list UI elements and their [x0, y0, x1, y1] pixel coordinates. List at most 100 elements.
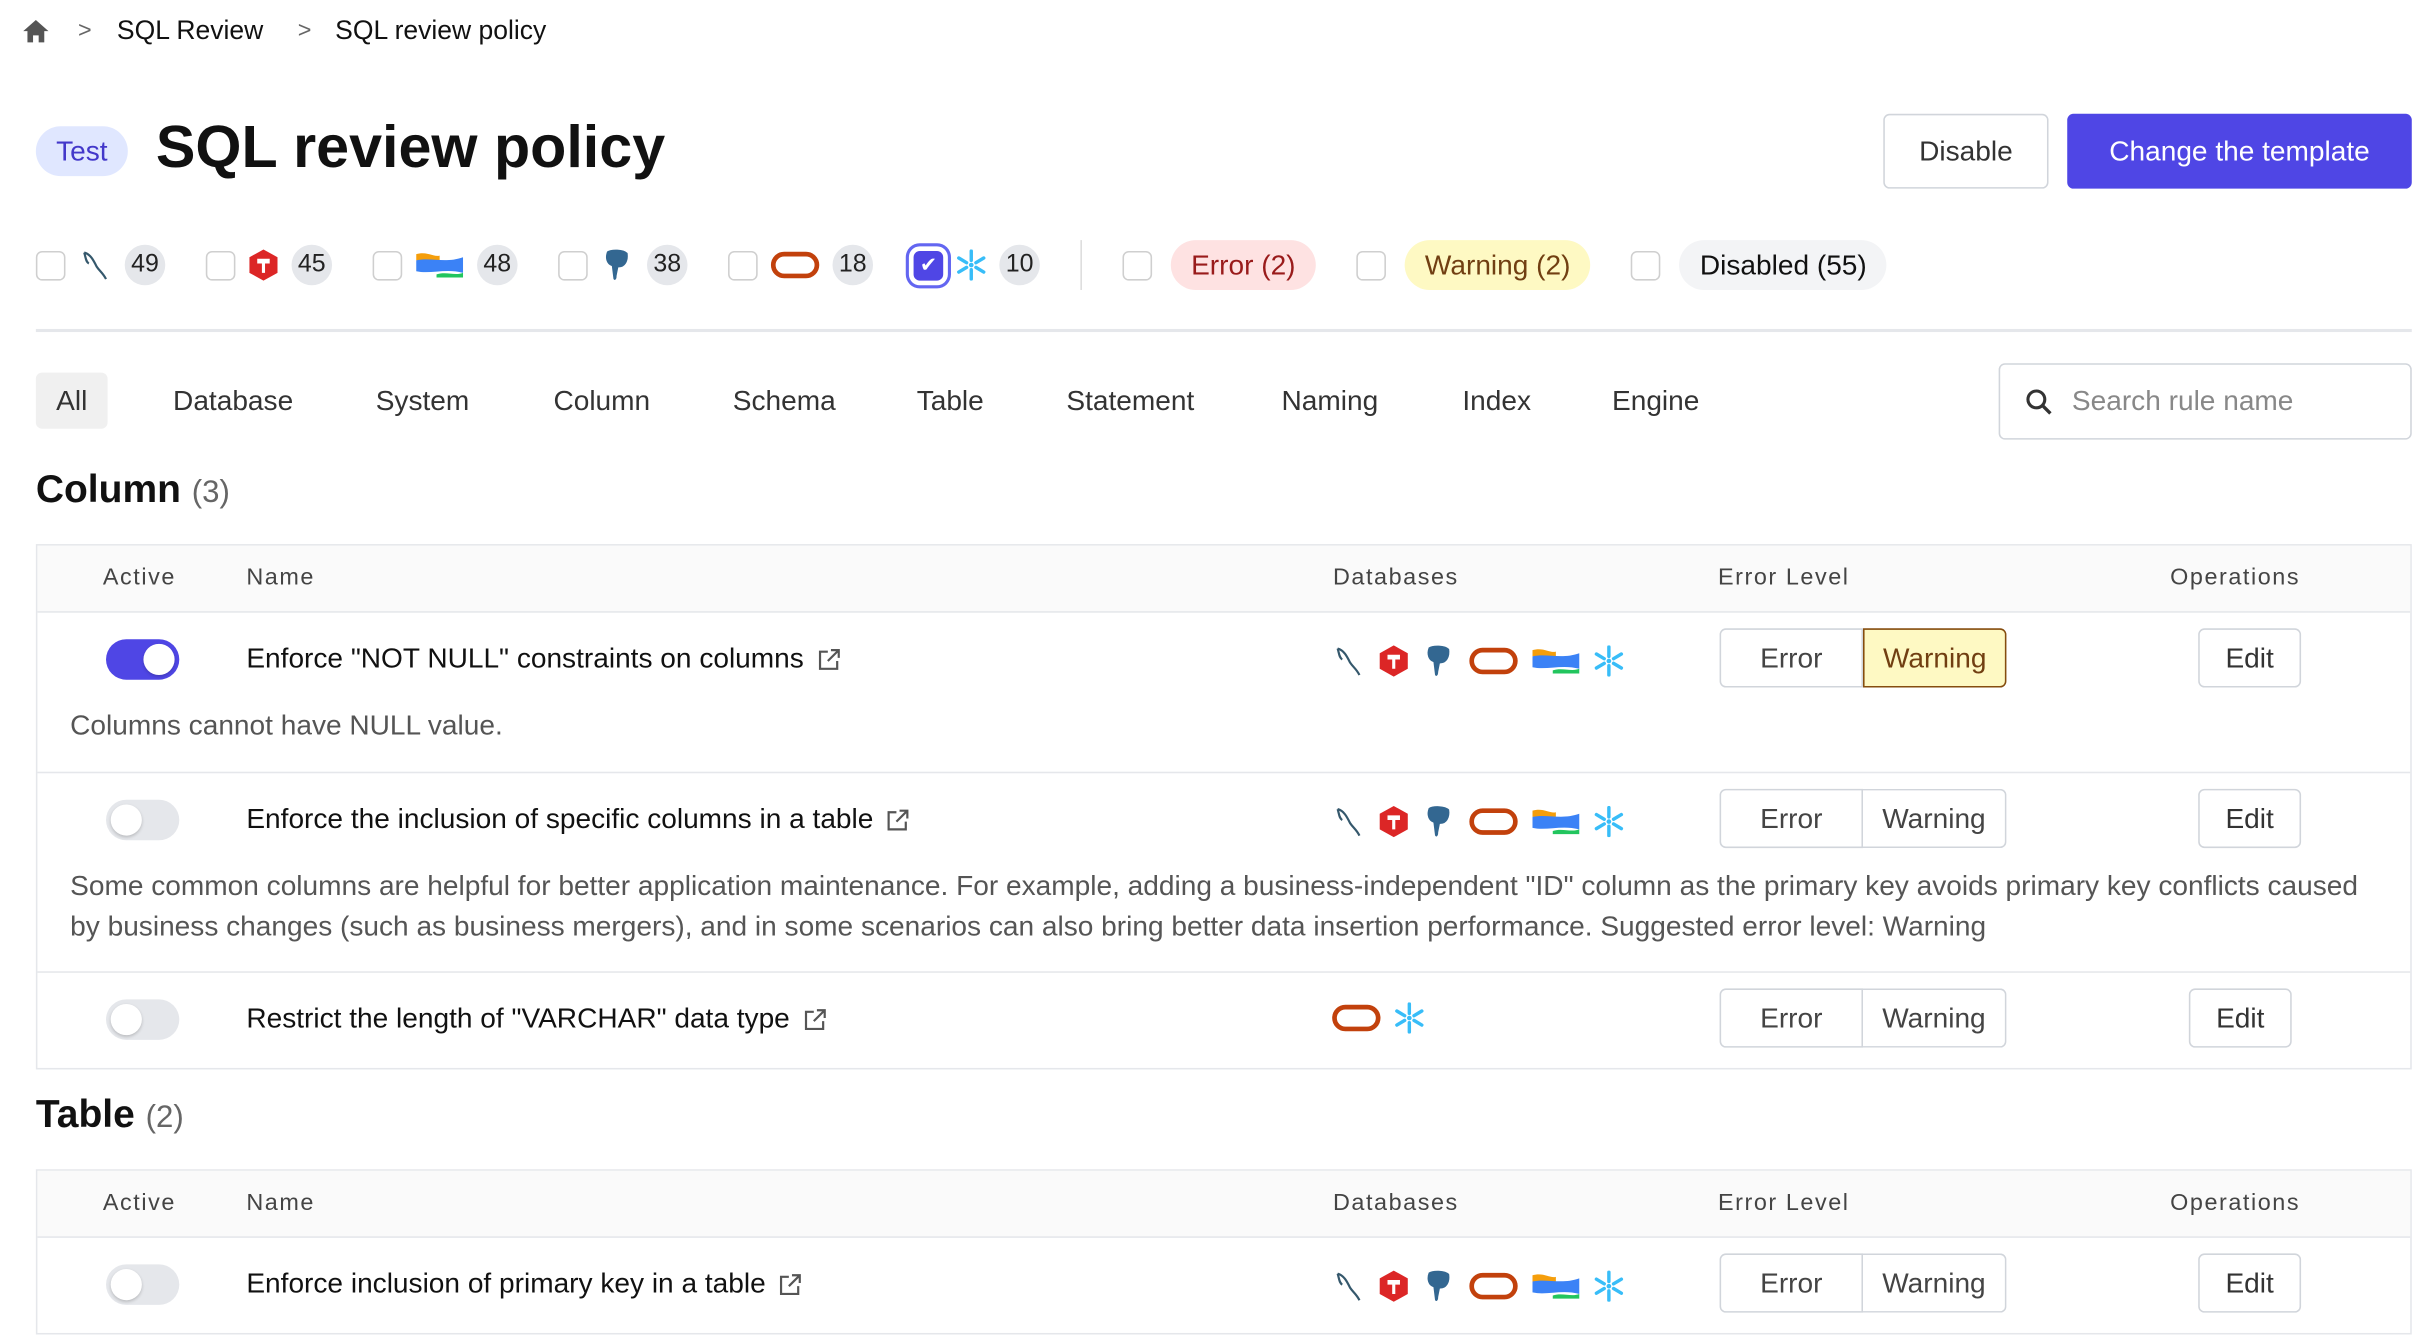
error-level-warning[interactable]: Warning: [1863, 788, 2007, 849]
home-icon[interactable]: [22, 17, 50, 45]
rules-table: Active Name Databases Error Level Operat…: [35, 1169, 2412, 1335]
level-filter[interactable]: Error (2): [1122, 240, 1316, 290]
edit-button[interactable]: Edit: [2188, 988, 2292, 1048]
engine-filter-snowflake[interactable]: ✔ 10: [913, 244, 1040, 286]
rules-table: Active Name Databases Error Level Operat…: [35, 544, 2412, 1070]
mysql-icon: [78, 248, 112, 282]
tab-schema[interactable]: Schema: [732, 385, 836, 417]
external-link-icon[interactable]: [778, 1271, 803, 1296]
external-link-icon[interactable]: [816, 646, 841, 671]
error-level-error[interactable]: Error: [1719, 788, 1864, 849]
table-row: Enforce the inclusion of specific column…: [37, 773, 2411, 973]
search-input[interactable]: [2068, 383, 2387, 420]
rule-name[interactable]: Restrict the length of "VARCHAR" data ty…: [246, 1002, 790, 1034]
error-level-warning[interactable]: Warning: [1863, 988, 2007, 1048]
section-count: (3): [191, 475, 230, 510]
error-level-selector: Error Warning: [1719, 1253, 2007, 1313]
engine-filter-oceanbase[interactable]: 48: [372, 244, 518, 286]
tab-naming[interactable]: Naming: [1281, 385, 1379, 417]
postgres-icon: [600, 246, 634, 283]
search-box[interactable]: [1998, 363, 2412, 440]
level-filter[interactable]: Warning (2): [1356, 240, 1591, 290]
engine-count: 38: [646, 244, 688, 286]
disable-button[interactable]: Disable: [1883, 113, 2049, 189]
level-checkbox[interactable]: [1122, 250, 1153, 280]
level-checkbox[interactable]: [1356, 250, 1386, 280]
error-level-selector: Error Warning: [1719, 988, 2007, 1048]
database-icons: [1331, 803, 1624, 840]
divider: [35, 328, 2412, 333]
error-level-warning[interactable]: Warning: [1863, 628, 2007, 688]
snowflake-icon: [1593, 806, 1624, 838]
tidb-icon: [248, 248, 279, 282]
postgres-icon: [1422, 1267, 1456, 1304]
search-icon: [2026, 388, 2052, 414]
error-level-error[interactable]: Error: [1719, 1253, 1864, 1313]
engine-filter-postgres[interactable]: 38: [558, 244, 688, 286]
rule-name[interactable]: Enforce inclusion of primary key in a ta…: [246, 1267, 766, 1299]
database-icons: [1331, 642, 1624, 679]
level-filter-label: Warning (2): [1404, 240, 1591, 290]
snowflake-icon: [1394, 1002, 1425, 1034]
external-link-icon[interactable]: [886, 807, 911, 832]
tab-system[interactable]: System: [375, 385, 470, 417]
mysql-icon: [1331, 804, 1365, 838]
rule-name[interactable]: Enforce "NOT NULL" constraints on column…: [246, 642, 804, 674]
engine-checkbox[interactable]: ✔: [913, 250, 944, 280]
oracle-icon: [1331, 1002, 1381, 1033]
engine-count: 10: [999, 244, 1040, 286]
active-toggle[interactable]: [106, 1264, 180, 1305]
tab-table[interactable]: Table: [916, 385, 984, 417]
edit-button[interactable]: Edit: [2198, 788, 2302, 849]
change-template-button[interactable]: Change the template: [2067, 113, 2412, 189]
engine-filter-tidb[interactable]: 45: [205, 244, 333, 286]
external-link-icon[interactable]: [802, 1006, 827, 1031]
oracle-icon: [1469, 645, 1519, 676]
tidb-icon: [1378, 804, 1409, 838]
active-toggle[interactable]: [106, 799, 180, 841]
col-operations: Operations: [2170, 564, 2301, 591]
section-count: (2): [145, 1100, 184, 1135]
error-level-error[interactable]: Error: [1719, 988, 1864, 1048]
level-checkbox[interactable]: [1631, 250, 1661, 280]
error-level-warning[interactable]: Warning: [1863, 1253, 2007, 1313]
breadcrumb-sql-review[interactable]: SQL Review: [116, 15, 264, 46]
level-filter-label: Error (2): [1170, 240, 1316, 290]
tab-index[interactable]: Index: [1462, 385, 1532, 417]
engine-checkbox[interactable]: [35, 250, 66, 280]
table-row: Restrict the length of "VARCHAR" data ty…: [37, 973, 2410, 1068]
tab-engine[interactable]: Engine: [1612, 385, 1700, 417]
edit-button[interactable]: Edit: [2198, 628, 2302, 688]
engine-checkbox[interactable]: [205, 250, 236, 280]
rule-description: Some common columns are helpful for bett…: [70, 869, 2359, 942]
engine-count: 45: [291, 244, 333, 286]
engine-filter-oracle[interactable]: 18: [728, 244, 874, 286]
table-row: Enforce "NOT NULL" constraints on column…: [37, 613, 2411, 774]
tab-database[interactable]: Database: [173, 385, 294, 417]
edit-button[interactable]: Edit: [2198, 1253, 2302, 1313]
rule-name[interactable]: Enforce the inclusion of specific column…: [246, 802, 874, 835]
col-error-level: Error Level: [1718, 1189, 1850, 1217]
error-level-selector: Error Warning: [1719, 628, 2007, 688]
error-level-selector: Error Warning: [1719, 788, 2007, 849]
tab-statement[interactable]: Statement: [1066, 385, 1195, 417]
col-operations: Operations: [2170, 1189, 2301, 1217]
chevron-right-icon: >: [77, 17, 92, 44]
active-toggle[interactable]: [106, 639, 180, 680]
engine-checkbox[interactable]: [558, 250, 588, 280]
table-header: Active Name Databases Error Level Operat…: [37, 545, 2411, 613]
engine-filter-mysql[interactable]: 49: [35, 244, 166, 286]
tab-column[interactable]: Column: [553, 385, 651, 417]
error-level-error[interactable]: Error: [1719, 628, 1864, 688]
database-icons: [1331, 1002, 1425, 1034]
postgres-icon: [1422, 642, 1456, 679]
engine-checkbox[interactable]: [728, 250, 758, 280]
tab-all[interactable]: All: [35, 372, 108, 429]
engine-checkbox[interactable]: [372, 250, 403, 280]
col-active: Active: [102, 1189, 176, 1217]
level-filter[interactable]: Disabled (55): [1631, 240, 1888, 290]
active-toggle[interactable]: [106, 999, 180, 1040]
section-title: Column (3): [35, 467, 230, 512]
oceanbase-icon: [1531, 645, 1581, 676]
snowflake-icon: [956, 249, 987, 281]
